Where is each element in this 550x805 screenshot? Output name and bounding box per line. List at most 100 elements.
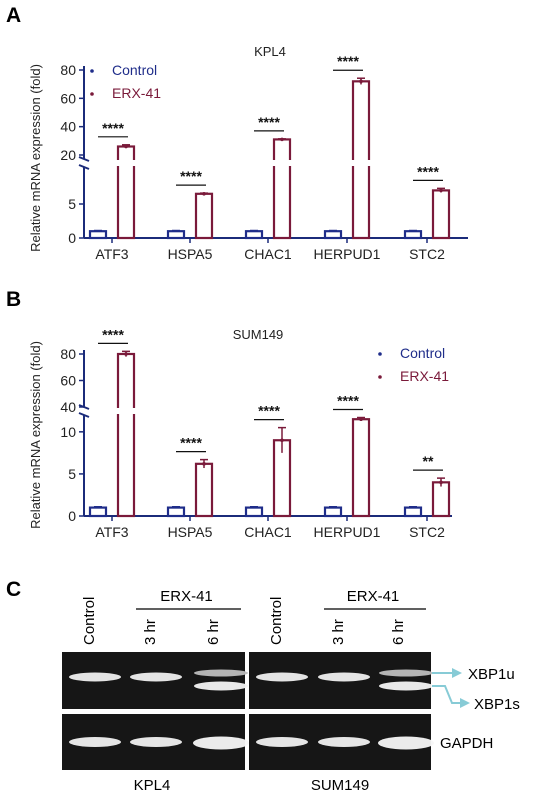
x-tick-label: STC2 (409, 524, 445, 540)
y-tick-label: 0 (68, 230, 76, 246)
bar-control (403, 230, 423, 240)
panel-c: C Control 3 hr 6 hr ERX-41 Control 3 hr 6 hr ER… (6, 578, 520, 794)
y-axis-label: Relative mRNA expression (fold) (28, 64, 43, 252)
lane-label: Control (81, 597, 98, 645)
bar-control (323, 230, 343, 240)
legend-label: Control (400, 345, 445, 361)
gel-band (130, 737, 182, 747)
arrow-head (460, 698, 470, 708)
legend-marker (90, 69, 94, 73)
bar-break-gap (115, 408, 137, 414)
gel-band (256, 737, 308, 747)
significance-label: **** (258, 114, 280, 130)
bar-erx41 (431, 189, 451, 240)
lane-label: 6 hr (205, 619, 222, 645)
gel-band (318, 672, 370, 682)
bar-control (88, 230, 108, 240)
significance-label: **** (417, 163, 439, 179)
gel-band (256, 672, 308, 682)
legend-marker (378, 352, 382, 356)
bar-erx41 (431, 481, 451, 518)
x-tick-label: HSPA5 (168, 524, 213, 540)
y-tick-label: 40 (60, 119, 76, 135)
x-tick-label: ATF3 (95, 246, 128, 262)
y-tick-label: 60 (60, 90, 76, 106)
significance-label: **** (180, 168, 202, 184)
gel-band (69, 672, 121, 682)
y-tick-label: 5 (68, 466, 76, 482)
y-tick-label: 20 (60, 147, 76, 163)
significance-label: **** (337, 53, 359, 69)
arrow-xbp1s (432, 685, 460, 704)
bar-break-gap (271, 160, 293, 166)
arrow-head (452, 668, 462, 678)
band-label-xbp1u: XBP1u (468, 666, 515, 683)
x-tick-label: HERPUD1 (314, 246, 381, 262)
axis-break-mark (78, 412, 90, 418)
lane-label: 6 hr (390, 619, 407, 645)
band-label-gapdh: GAPDH (440, 735, 493, 752)
chart-title-sum149: SUM149 (233, 327, 284, 342)
bar-erx41 (351, 418, 371, 518)
x-tick-label: HERPUD1 (314, 524, 381, 540)
data-point (280, 438, 284, 443)
gel-band (130, 672, 182, 682)
data-point (124, 144, 128, 149)
x-tick-label: ATF3 (95, 524, 128, 540)
bar-erx41 (116, 352, 136, 518)
data-point (439, 480, 443, 485)
bar-erx41 (351, 80, 371, 240)
bar-erx41 (194, 192, 214, 240)
bar-control (88, 506, 108, 518)
panel-letter-c: C (6, 578, 21, 601)
lane-label: 3 hr (142, 619, 159, 645)
gel-band (194, 681, 248, 691)
data-point (124, 352, 128, 356)
treatment-label: ERX-41 (347, 588, 400, 605)
bar-control (244, 506, 264, 518)
bar-control (244, 230, 264, 240)
gel-band (194, 669, 248, 677)
gel-blot: Control 3 hr 6 hr ERX-41 Control 3 hr 6 hr ERX-… (62, 588, 520, 794)
bar-erx41 (194, 462, 214, 518)
panel-letter-b: B (6, 288, 21, 311)
y-tick-label: 0 (68, 508, 76, 524)
y-tick-label: 80 (60, 346, 76, 362)
bar-control (166, 506, 186, 518)
legend-label: ERX-41 (400, 368, 449, 384)
panel-b: B SUM149 Relative mRNA expression (fold)… (6, 288, 452, 540)
bar-break-gap (115, 160, 137, 166)
x-tick-label: HSPA5 (168, 246, 213, 262)
x-tick-label: CHAC1 (244, 524, 292, 540)
y-axis-label: Relative mRNA expression (fold) (28, 341, 43, 529)
cell-line-label: SUM149 (311, 777, 369, 794)
y-tick-label: 40 (60, 399, 76, 415)
legend-label: ERX-41 (112, 85, 161, 101)
bars-group: 0 5 10 40 60 80 ATF3 **** HSPA5 **** CHAC1 **** HERP… (60, 326, 452, 540)
gel-band (193, 736, 249, 750)
legend-marker (378, 375, 382, 379)
significance-label: **** (102, 120, 124, 136)
band-label-xbp1s: XBP1s (474, 696, 520, 713)
bar-erx41 (272, 138, 292, 240)
bar-break-gap (350, 160, 372, 166)
data-point (359, 79, 363, 84)
gel-band (378, 736, 434, 750)
panel-letter-a: A (6, 4, 21, 27)
gel-band (69, 737, 121, 747)
bar-control (323, 506, 343, 518)
bar-control (166, 230, 186, 240)
y-tick-label: 5 (68, 196, 76, 212)
significance-label: **** (180, 435, 202, 451)
bar-control (403, 506, 423, 518)
significance-label: **** (258, 403, 280, 419)
data-point (359, 417, 363, 422)
x-tick-label: CHAC1 (244, 246, 292, 262)
data-point (280, 137, 284, 142)
chart-title-kpl4: KPL4 (254, 44, 286, 59)
significance-label: **** (102, 326, 124, 342)
gel-band (318, 737, 370, 747)
significance-label: **** (337, 393, 359, 409)
data-point (202, 462, 206, 466)
legend-marker (90, 92, 94, 96)
